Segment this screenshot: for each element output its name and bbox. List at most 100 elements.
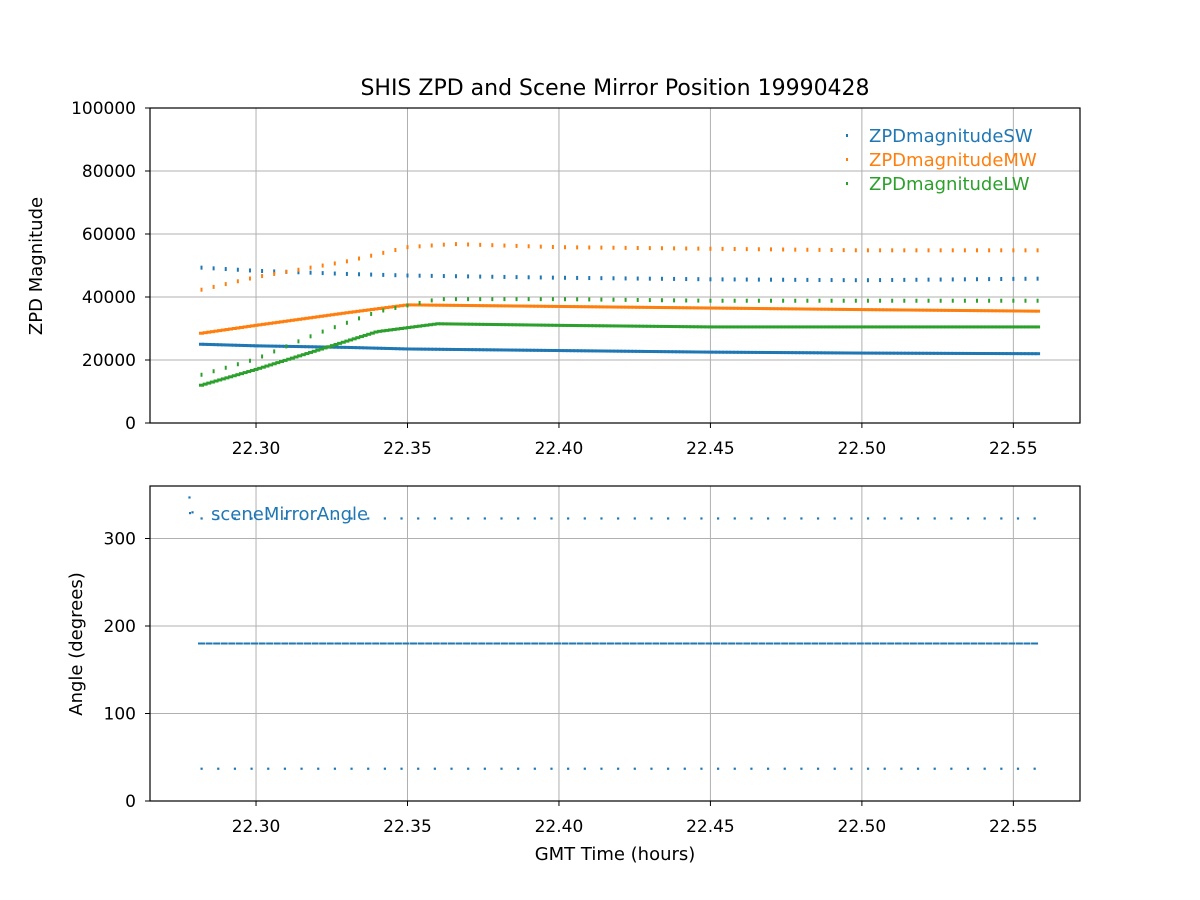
data-point (1006, 309, 1012, 313)
data-point (726, 306, 732, 310)
data-point (220, 343, 226, 347)
data-point (433, 767, 436, 770)
data-point (550, 517, 553, 520)
data-point (690, 642, 698, 645)
data-point (791, 351, 797, 355)
data-point (286, 357, 292, 361)
data-point (486, 348, 492, 352)
data-point (380, 329, 386, 333)
data-point (551, 348, 557, 352)
data-point (1000, 298, 1003, 303)
data-point (883, 767, 886, 770)
data-point (577, 305, 583, 309)
data-point (1013, 325, 1019, 329)
data-point (300, 317, 306, 321)
data-point (660, 306, 666, 310)
data-point (258, 642, 266, 645)
data-point (726, 350, 732, 354)
data-point (1009, 325, 1015, 329)
data-point (424, 303, 430, 307)
data-point (682, 306, 688, 310)
data-point (333, 312, 339, 316)
data-point (217, 329, 223, 333)
data-point (297, 339, 300, 344)
data-point (550, 767, 553, 770)
data-point (431, 322, 437, 326)
data-point (394, 273, 397, 278)
data-point (813, 307, 819, 311)
data-point (220, 642, 228, 645)
data-point (566, 323, 572, 327)
data-point (769, 307, 775, 311)
data-point (1000, 277, 1003, 282)
data-point (527, 297, 530, 302)
data-point (816, 325, 822, 329)
data-point (613, 349, 619, 353)
data-point (744, 306, 750, 310)
data-point (417, 517, 420, 520)
data-point (242, 371, 248, 375)
data-point (587, 349, 593, 353)
data-point (950, 517, 953, 520)
data-point (261, 269, 264, 274)
data-point (358, 346, 364, 350)
data-point (816, 351, 822, 355)
data-point (800, 517, 803, 520)
bottom-legend: sceneMirrorAngle (189, 504, 368, 525)
data-point (577, 324, 583, 328)
data-point (944, 325, 950, 329)
data-point (926, 351, 932, 355)
data-point (1024, 298, 1027, 303)
data-point (529, 348, 535, 352)
data-point (200, 767, 203, 770)
data-point (486, 322, 492, 326)
data-point (588, 245, 591, 250)
data-point (417, 324, 423, 328)
x-tick-label: 22.55 (989, 817, 1038, 837)
data-point (410, 642, 418, 645)
data-point (539, 275, 542, 280)
data-point (766, 307, 772, 311)
data-point (435, 303, 441, 307)
data-point (202, 331, 208, 335)
data-point (824, 325, 830, 329)
data-point (322, 314, 328, 318)
data-point (733, 247, 736, 252)
data-point (264, 344, 270, 348)
legend-marker (189, 512, 191, 515)
data-point (228, 375, 234, 379)
data-point (1027, 309, 1033, 313)
data-point (518, 323, 524, 327)
data-point (515, 243, 518, 248)
data-point (1000, 642, 1008, 645)
data-point (780, 307, 786, 311)
data-point (475, 322, 481, 326)
data-point (602, 324, 608, 328)
data-point (523, 642, 531, 645)
data-point (533, 323, 539, 327)
data-point (212, 284, 215, 289)
data-point (236, 279, 239, 284)
data-point (740, 306, 746, 310)
data-point (304, 352, 310, 356)
data-point (1035, 325, 1041, 329)
data-point (826, 642, 834, 645)
data-point (705, 642, 713, 645)
data-point (842, 307, 848, 311)
data-point (747, 306, 753, 310)
data-point (963, 248, 966, 253)
data-point (345, 320, 348, 325)
data-point (518, 304, 524, 308)
data-point (969, 325, 975, 329)
data-point (633, 517, 636, 520)
data-point (907, 308, 913, 312)
data-point (614, 642, 622, 645)
data-point (660, 246, 663, 251)
data-point (697, 277, 700, 282)
data-point (253, 323, 259, 327)
data-point (697, 306, 703, 310)
data-point (700, 306, 706, 310)
data-point (584, 305, 590, 309)
data-point (467, 767, 470, 770)
data-point (450, 767, 453, 770)
